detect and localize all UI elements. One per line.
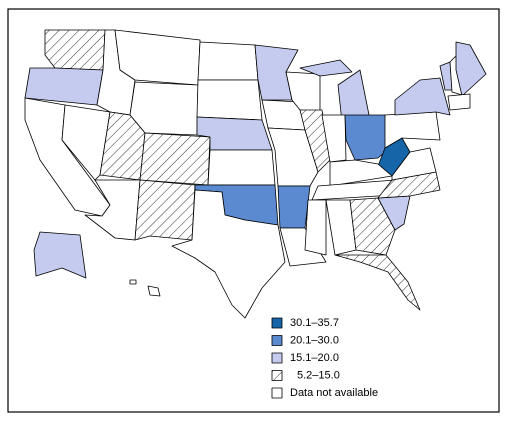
legend-label: 5.2–15.0 — [297, 369, 340, 381]
legend-label: 30.1–35.7 — [290, 317, 339, 329]
legend-swatch — [271, 317, 283, 329]
legend-label: Data not available — [290, 387, 378, 399]
legend-label: 20.1–30.0 — [290, 334, 339, 346]
legend-label: 15.1–20.0 — [290, 352, 339, 364]
legend-swatch — [271, 370, 283, 381]
legend-swatch — [271, 335, 283, 346]
legend-swatch — [271, 352, 283, 364]
legend: 30.1–35.7 20.1–30.0 15.1–20.0 5.2–15.0 Data … — [271, 317, 378, 399]
us-map — [24, 29, 487, 319]
legend-swatch — [271, 387, 283, 399]
